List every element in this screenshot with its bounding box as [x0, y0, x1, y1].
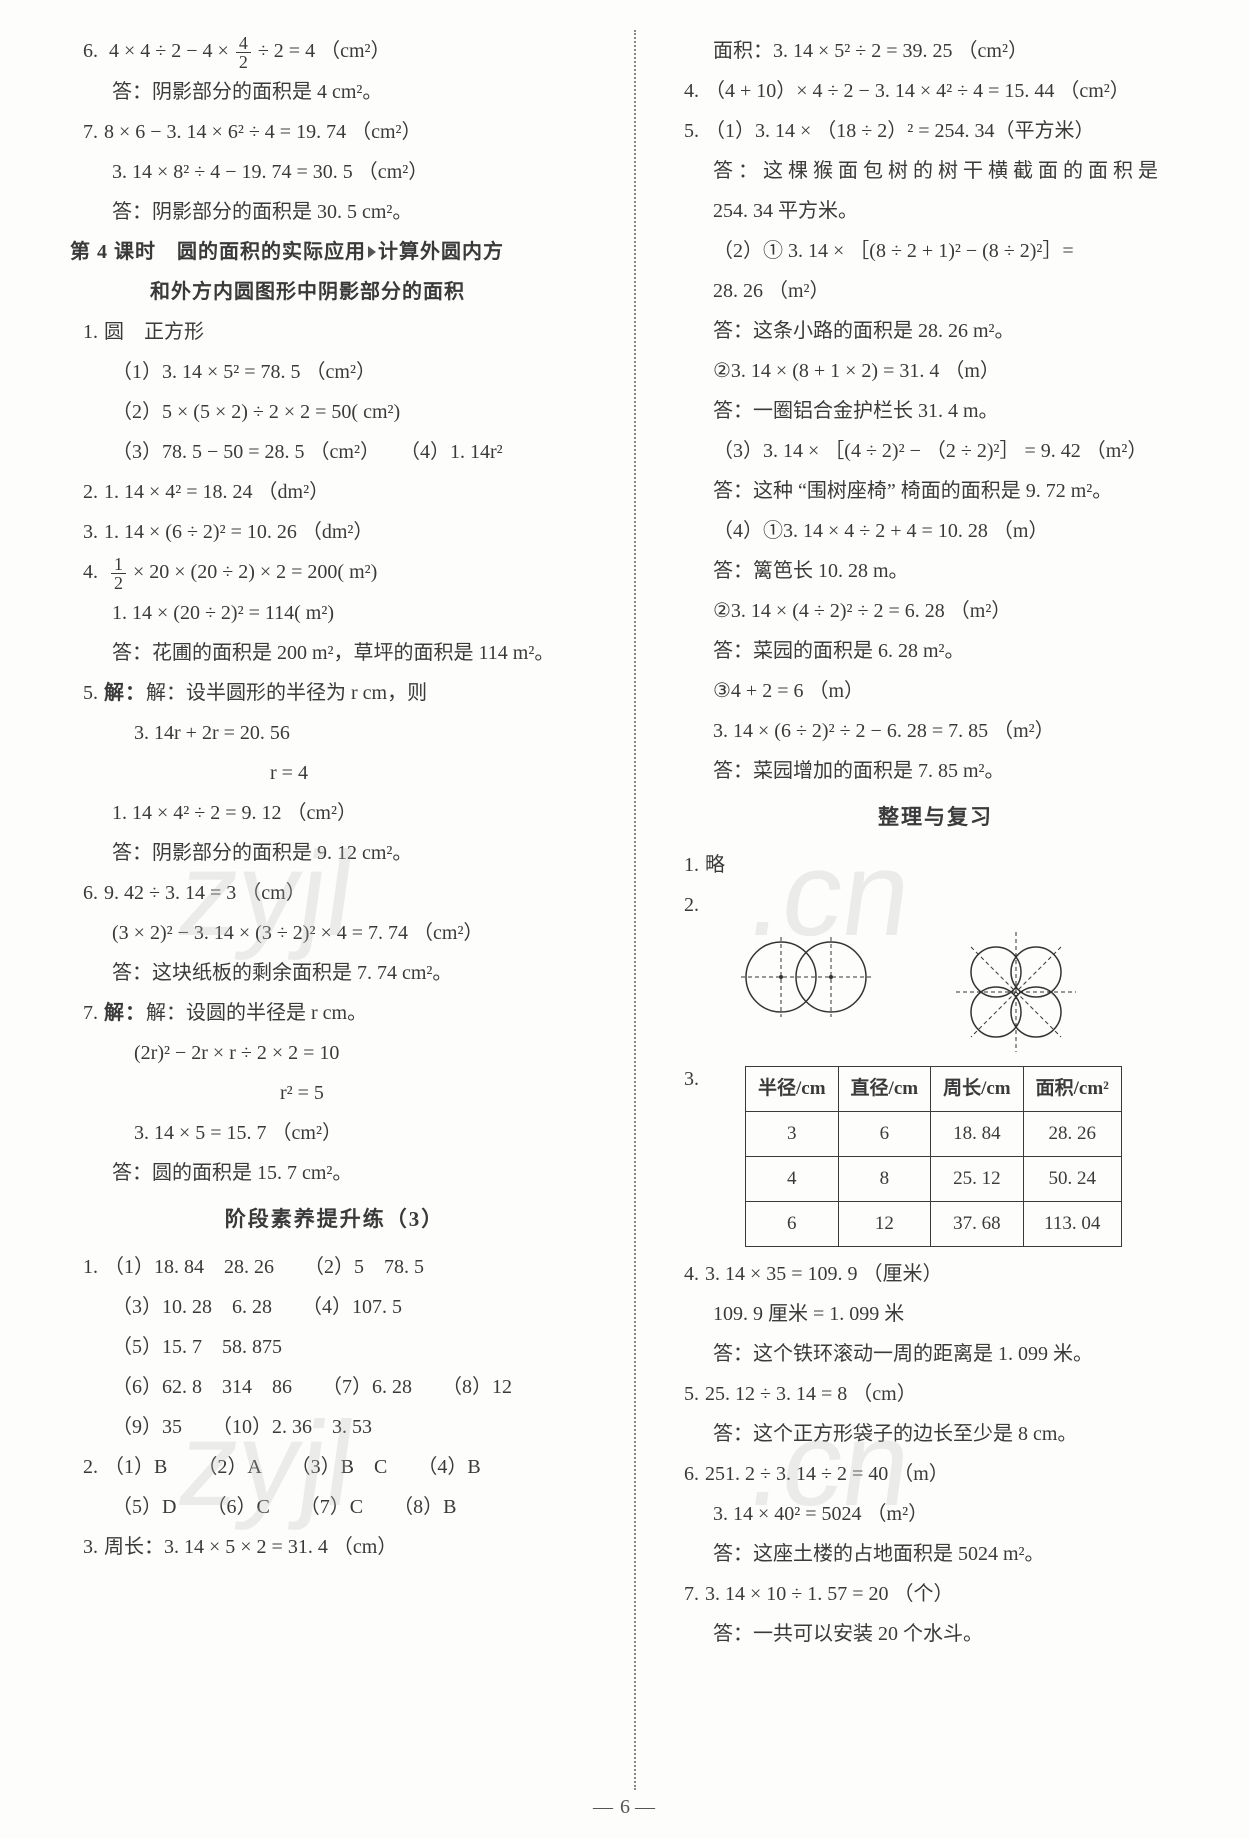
rv-q2: 2.: [671, 886, 1200, 924]
table-row: 4 8 25. 12 50. 24: [746, 1157, 1122, 1202]
s4-q3: 3.1. 14 × (6 ÷ 2)² = 10. 26 （dm²）: [70, 513, 599, 551]
rv-q4-l1: 4.3. 14 × 35 = 109. 9 （厘米）: [671, 1255, 1200, 1293]
rv-q7-ans: 答：一共可以安装 20 个水斗。: [671, 1615, 1200, 1653]
r-q5-a1a: 答：这棵猴面包树的树干横截面的面积是: [671, 152, 1200, 190]
st-q1-r2: （3）10. 28 6. 28 （4）107. 5: [70, 1288, 599, 1326]
table-header-row: 半径/cm 直径/cm 周长/cm 面积/cm²: [746, 1066, 1122, 1111]
triangle-icon: [368, 246, 376, 258]
r-q5-p2c: ②3. 14 × (8 + 1 × 2) = 31. 4 （m）: [671, 352, 1200, 390]
q6-answer: 答：阴影部分的面积是 4 cm²。: [70, 73, 599, 111]
st-q1-r1: 1.（1）18. 84 28. 26 （2）5 78. 5: [70, 1248, 599, 1286]
s4-q7-l1: (2r)² − 2r × r ÷ 2 × 2 = 10: [70, 1034, 599, 1072]
rv-q6-l2: 3. 14 × 40² = 5024 （m²）: [671, 1495, 1200, 1533]
s4-q7-l3: 3. 14 × 5 = 15. 7 （cm²）: [70, 1114, 599, 1152]
s4-q7-l2: r² = 5: [70, 1074, 599, 1112]
r-q5-p2a: （2）① 3. 14 × ［(8 ÷ 2 + 1)² − (8 ÷ 2)²］=: [671, 232, 1200, 270]
s4-q2: 2.1. 14 × 4² = 18. 24 （dm²）: [70, 473, 599, 511]
stage-title: 阶段素养提升练（3）: [70, 1200, 599, 1240]
r-q5-a2: 答：这条小路的面积是 28. 26 m²。: [671, 312, 1200, 350]
rv-q5-ans: 答：这个正方形袋子的边长至少是 8 cm。: [671, 1415, 1200, 1453]
s4-q7-ans: 答：圆的面积是 15. 7 cm²。: [70, 1154, 599, 1192]
s4-q6-l1: 6.9. 42 ÷ 3. 14 = 3 （cm）: [70, 874, 599, 912]
s4-q5-l1: 3. 14r + 2r = 20. 56: [70, 714, 599, 752]
q7-l2: 3. 14 × 8² ÷ 4 − 19. 74 = 30. 5 （cm²）: [70, 153, 599, 191]
rv-q5-l1: 5.25. 12 ÷ 3. 14 = 8 （cm）: [671, 1375, 1200, 1413]
st-q1-r4: （6）62. 8 314 86 （7）6. 28 （8）12: [70, 1368, 599, 1406]
s4-q4-ans: 答：花圃的面积是 200 m²，草坪的面积是 114 m²。: [70, 634, 599, 672]
st-q1-r5: （9）35 （10）2. 36 3. 53: [70, 1408, 599, 1446]
column-divider: [634, 30, 636, 1790]
r-q5-p4a: （4）①3. 14 × 4 ÷ 2 + 4 = 10. 28 （m）: [671, 512, 1200, 550]
th-circumference: 周长/cm: [931, 1066, 1024, 1111]
two-circle-diagram: [731, 932, 881, 1022]
r-q5-p3: （3）3. 14 × ［(4 ÷ 2)² − （2 ÷ 2)²］ = 9. 42…: [671, 432, 1200, 470]
r-q5-p4c: ③4 + 2 = 6 （m）: [671, 672, 1200, 710]
rv-q1: 1.略: [671, 846, 1200, 884]
s4-q5-ans: 答：阴影部分的面积是 9. 12 cm²。: [70, 834, 599, 872]
section4-title: 第 4 课时 圆的面积的实际应用计算外圆内方: [70, 233, 599, 271]
section4-sub: 和外方内圆图形中阴影部分的面积: [70, 273, 599, 311]
st-q3: 3.周长：3. 14 × 5 × 2 = 31. 4 （cm）: [70, 1528, 599, 1566]
q7-l1: 7.8 × 6 − 3. 14 × 6² ÷ 4 = 19. 74 （cm²）: [70, 113, 599, 151]
four-circle-diagram: [951, 932, 1081, 1052]
s4-q4-l2: 1. 14 × (20 ÷ 2)² = 114( m²): [70, 594, 599, 632]
circle-table: 半径/cm 直径/cm 周长/cm 面积/cm² 3 6 18. 84 28. …: [745, 1066, 1122, 1247]
rv-q6-ans: 答：这座土楼的占地面积是 5024 m²。: [671, 1535, 1200, 1573]
page-footer: — 6 —: [0, 1788, 1250, 1826]
s4-q5-head: 5.解：解：设半圆形的半径为 r cm，则: [70, 674, 599, 712]
s4-q5-l2: r = 4: [70, 754, 599, 792]
s4-q5-l3: 1. 14 × 4² ÷ 2 = 9. 12 （cm²）: [70, 794, 599, 832]
s4-q1: 1.圆 正方形: [70, 313, 599, 351]
table-row: 6 12 37. 68 113. 04: [746, 1202, 1122, 1247]
table-row: 3 6 18. 84 28. 26: [746, 1111, 1122, 1156]
r-q5-p2b: 28. 26 （m²）: [671, 272, 1200, 310]
s4-q4-l1: 4. 12 × 20 × (20 ÷ 2) × 2 = 200( m²): [70, 553, 599, 592]
r-q5-p4b: ②3. 14 × (4 ÷ 2)² ÷ 2 = 6. 28 （m²）: [671, 592, 1200, 630]
th-radius: 半径/cm: [746, 1066, 839, 1111]
r-q5-p1: 5.（1）3. 14 × （18 ÷ 2）² = 254. 34（平方米）: [671, 112, 1200, 150]
rv-q7-l1: 7.3. 14 × 10 ÷ 1. 57 = 20 （个）: [671, 1575, 1200, 1613]
st-q2-r1: 2.（1）B （2）A （3）B C （4）B: [70, 1448, 599, 1486]
right-column: 面积：3. 14 × 5² ÷ 2 = 39. 25 （cm²） 4.（4 + …: [671, 30, 1200, 1790]
th-diameter: 直径/cm: [838, 1066, 931, 1111]
review-title: 整理与复习: [671, 798, 1200, 838]
page-number: 6: [620, 1796, 630, 1818]
s4-q6-l2: (3 × 2)² − 3. 14 × (3 ÷ 2)² × 4 = 7. 74 …: [70, 914, 599, 952]
r-top-area: 面积：3. 14 × 5² ÷ 2 = 39. 25 （cm²）: [671, 32, 1200, 70]
r-q5-a3: 答：这种 “围树座椅” 椅面的面积是 9. 72 m²。: [671, 472, 1200, 510]
th-area: 面积/cm²: [1023, 1066, 1121, 1111]
r-q5-a1b: 254. 34 平方米。: [671, 192, 1200, 230]
q7-answer: 答：阴影部分的面积是 30. 5 cm²。: [70, 193, 599, 231]
rv-q6-l1: 6.251. 2 ÷ 3. 14 ÷ 2 = 40 （m）: [671, 1455, 1200, 1493]
two-column-layout: 6. 4 × 4 ÷ 2 − 4 × 42 ÷ 2 = 4 （cm²） 答：阴影…: [70, 30, 1200, 1790]
rv-q4-ans: 答：这个铁环滚动一周的距离是 1. 099 米。: [671, 1335, 1200, 1373]
s4-q1-p3: （3）78. 5 − 50 = 28. 5 （cm²） （4）1. 14r²: [70, 433, 599, 471]
s4-q7-head: 7.解：解：设圆的半径是 r cm。: [70, 994, 599, 1032]
s4-q1-p2: （2）5 × (5 × 2) ÷ 2 × 2 = 50( cm²): [70, 393, 599, 431]
r-q4: 4.（4 + 10）× 4 ÷ 2 − 3. 14 × 4² ÷ 4 = 15.…: [671, 72, 1200, 110]
r-q5-a4a: 答：篱笆长 10. 28 m。: [671, 552, 1200, 590]
r-q5-a4b: 答：菜园的面积是 6. 28 m²。: [671, 632, 1200, 670]
s4-q1-p1: （1）3. 14 × 5² = 78. 5 （cm²）: [70, 353, 599, 391]
st-q1-r3: （5）15. 7 58. 875: [70, 1328, 599, 1366]
rv-q2-diagrams: [671, 932, 1200, 1052]
r-q5-a4d: 答：菜园增加的面积是 7. 85 m²。: [671, 752, 1200, 790]
st-q2-r2: （5）D （6）C （7）C （8）B: [70, 1488, 599, 1526]
s4-q6-ans: 答：这块纸板的剩余面积是 7. 74 cm²。: [70, 954, 599, 992]
rv-q4-l2: 109. 9 厘米 = 1. 099 米: [671, 1295, 1200, 1333]
rv-q3: 3. 半径/cm 直径/cm 周长/cm 面积/cm² 3 6 18. 84 2…: [671, 1060, 1200, 1253]
r-q5-a2c: 答：一圈铝合金护栏长 31. 4 m。: [671, 392, 1200, 430]
r-q5-p4d: 3. 14 × (6 ÷ 2)² ÷ 2 − 6. 28 = 7. 85 （m²…: [671, 712, 1200, 750]
left-column: 6. 4 × 4 ÷ 2 − 4 × 42 ÷ 2 = 4 （cm²） 答：阴影…: [70, 30, 599, 1790]
q6-calc: 6. 4 × 4 ÷ 2 − 4 × 42 ÷ 2 = 4 （cm²）: [70, 32, 599, 71]
